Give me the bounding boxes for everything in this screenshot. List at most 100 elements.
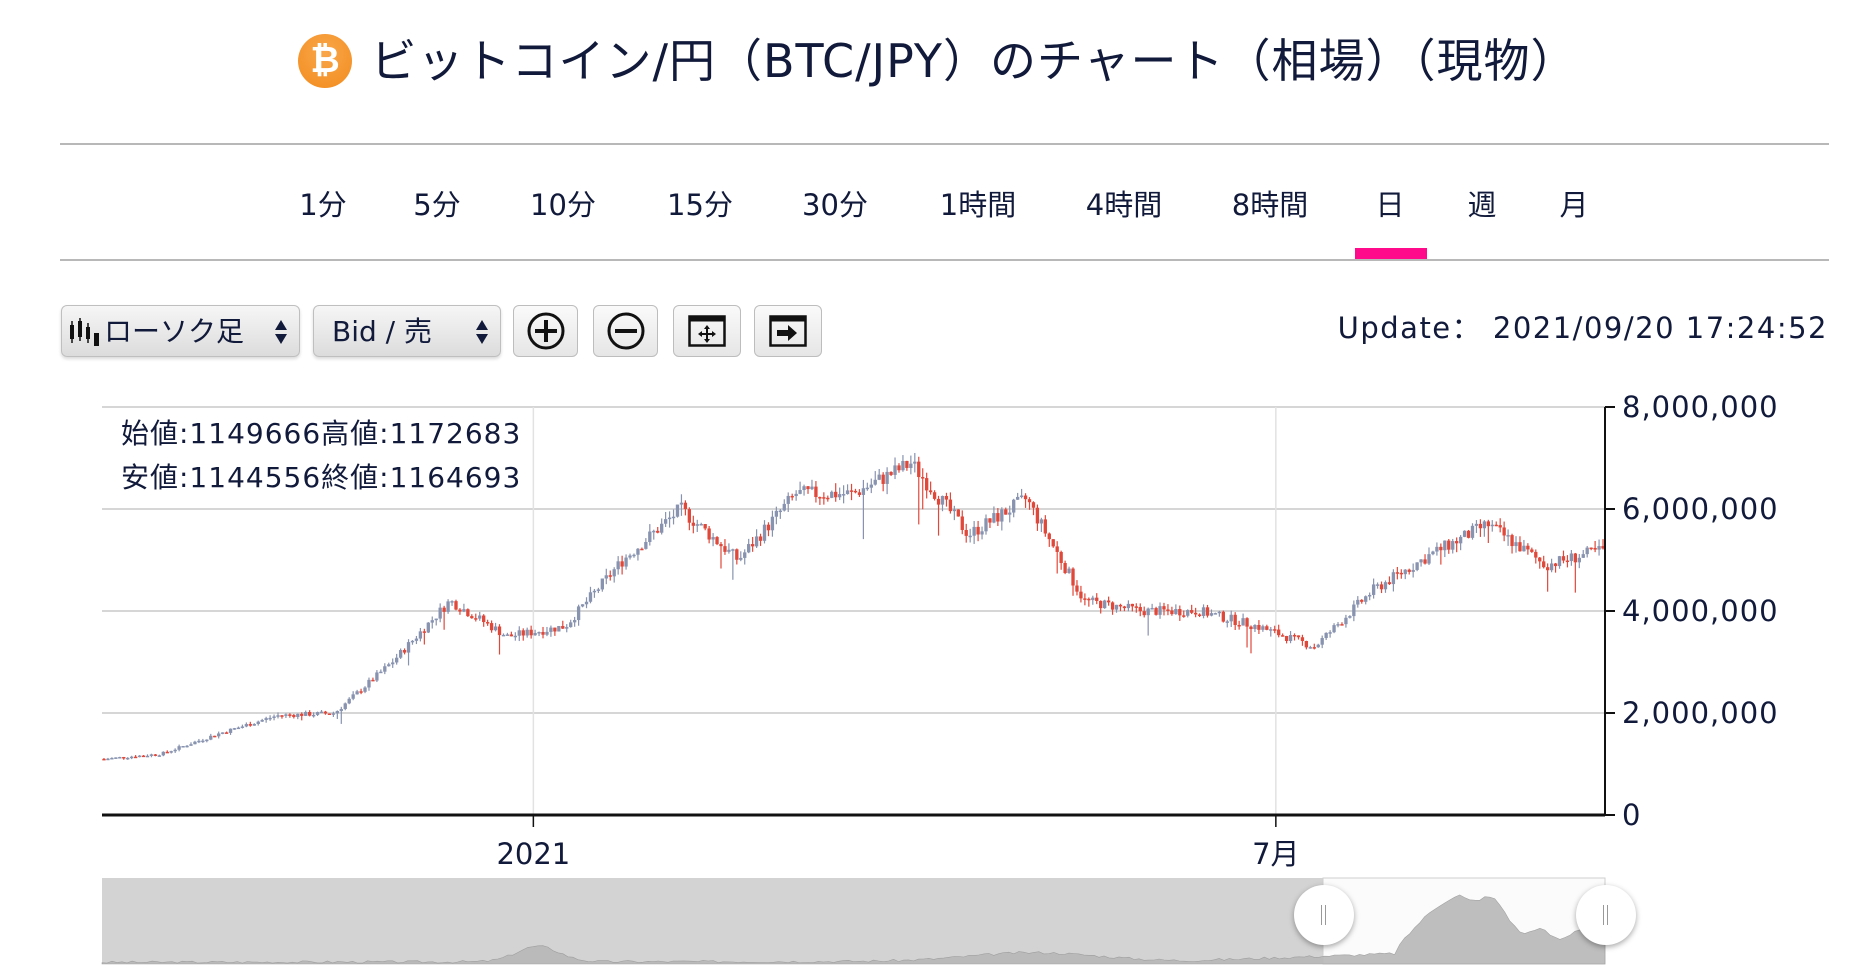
price-side-select[interactable]: Bid / 売 [313, 305, 501, 357]
candle-down [561, 626, 565, 629]
candle-up [648, 531, 652, 543]
candle-up [549, 627, 553, 632]
candle-up [557, 626, 561, 632]
candle-up [786, 495, 790, 504]
candle-up [572, 620, 577, 623]
candle-up [118, 757, 122, 759]
scroll-latest-button[interactable] [754, 305, 822, 357]
candle-down [1573, 553, 1577, 563]
candle-up [1332, 625, 1336, 633]
candle-down [1379, 584, 1384, 590]
candle-up [743, 552, 747, 558]
candle-down [1395, 572, 1400, 574]
candle-up [1316, 644, 1320, 648]
candle-down [1277, 629, 1281, 636]
ohlc-line-1: 始値:1149666高値:1172683 [121, 417, 522, 450]
candle-down [822, 497, 826, 499]
candle-up [537, 632, 541, 634]
candle-down [932, 492, 937, 499]
candle-up [1391, 572, 1396, 585]
candle-up [1324, 632, 1328, 639]
candle-up [1514, 542, 1518, 547]
candle-up [675, 504, 680, 517]
candle-down [1589, 547, 1593, 550]
tab-10[interactable]: 週 [1467, 188, 1497, 222]
candle-down [1565, 560, 1570, 563]
tab-2[interactable]: 5分 [413, 188, 461, 222]
tab-7[interactable]: 4時間 [1085, 188, 1163, 222]
zoom-in-button[interactable] [513, 305, 578, 357]
candle-down [620, 561, 624, 567]
candle-down [280, 715, 284, 717]
candle-up [968, 535, 972, 538]
candle-up [145, 755, 150, 758]
candle-down [323, 711, 328, 714]
candle-up [660, 523, 664, 533]
candle-down [1399, 572, 1403, 575]
fit-button[interactable] [673, 305, 741, 357]
candle-down [1197, 614, 1202, 616]
candle-down [224, 732, 229, 734]
x-axis-label: 7月 [1252, 837, 1300, 871]
candle-down [1170, 610, 1174, 615]
candle-up [232, 728, 237, 730]
tab-3[interactable]: 10分 [530, 188, 596, 222]
candle-down [1526, 545, 1530, 550]
candle-down [1312, 647, 1316, 649]
candle-up [1012, 499, 1016, 513]
tab-5[interactable]: 30分 [802, 188, 868, 222]
candle-down [948, 499, 953, 512]
price-side-value: Bid / 売 [332, 315, 432, 348]
candle-down [1031, 502, 1036, 508]
candle-up [351, 694, 355, 699]
candle-down [826, 497, 830, 500]
candle-up [940, 495, 945, 505]
candle-down [1190, 610, 1194, 613]
candle-up [1150, 608, 1154, 610]
candle-up [181, 746, 185, 748]
candle-up [284, 714, 288, 716]
chart-type-select[interactable]: ローソク足 [61, 305, 300, 357]
candle-up [1067, 568, 1071, 573]
candle-up [774, 510, 779, 517]
candle-up [1000, 509, 1004, 522]
candle-up [1352, 604, 1356, 617]
tab-6[interactable]: 1時間 [939, 188, 1017, 222]
candle-down [1035, 507, 1040, 524]
update-label: Update： [1337, 311, 1483, 345]
candle-down [1518, 542, 1522, 552]
candle-down [818, 497, 822, 499]
candle-up [1458, 536, 1463, 544]
candle-up [1039, 519, 1044, 524]
candle-up [869, 484, 873, 488]
candle-down [1095, 597, 1099, 601]
candle-down [735, 549, 739, 560]
tab-9[interactable]: 日 [1375, 188, 1405, 222]
candle-up [1415, 562, 1419, 570]
tab-1[interactable]: 1分 [299, 188, 347, 222]
divider-bottom [60, 259, 1829, 261]
candle-down [327, 713, 332, 715]
candle-up [1288, 635, 1293, 641]
candle-down [1542, 561, 1546, 568]
candle-down [944, 495, 949, 500]
candle-up [628, 555, 632, 558]
candle-up [347, 698, 351, 704]
tab-4[interactable]: 15分 [667, 188, 733, 222]
tab-8[interactable]: 8時間 [1231, 188, 1309, 222]
candle-up [695, 524, 699, 526]
zoom-out-button[interactable] [593, 305, 658, 357]
candle-up [1364, 596, 1368, 602]
candle-up [1225, 621, 1229, 623]
price-chart[interactable] [0, 380, 1876, 970]
candle-down [1245, 618, 1249, 627]
candle-up [1581, 554, 1585, 558]
tab-11[interactable]: 月 [1559, 188, 1589, 222]
move-arrows-icon [688, 315, 726, 347]
candle-up [1427, 554, 1431, 564]
candle-down [1360, 599, 1364, 602]
candle-down [300, 713, 304, 716]
navigator-right-handle[interactable] [1576, 885, 1636, 945]
navigator-left-handle[interactable] [1294, 885, 1354, 945]
candle-down [1205, 607, 1210, 616]
